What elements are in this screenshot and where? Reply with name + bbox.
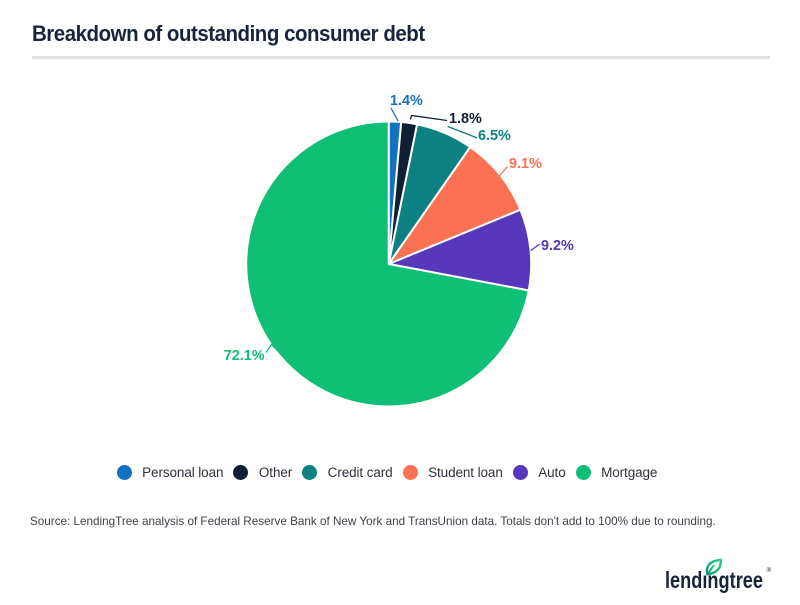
legend-label: Credit card	[327, 465, 393, 480]
legend-dot-icon	[512, 465, 528, 480]
callout-leader-student-loan	[496, 166, 508, 179]
legend-dot-icon	[302, 465, 318, 480]
lendingtree-logo: lendıngtree ®	[663, 552, 775, 594]
legend-label: Other	[258, 465, 293, 480]
page-title: Breakdown of outstanding consumer debt	[32, 21, 425, 46]
legend-label: Auto	[538, 465, 566, 480]
legend-dot-icon	[116, 465, 132, 480]
title-divider	[32, 55, 770, 59]
callout-label-other: 1.8%	[449, 111, 482, 127]
callout-label-auto: 9.2%	[541, 238, 574, 254]
leaf-icon	[705, 558, 723, 576]
legend-label: Personal loan	[142, 465, 224, 480]
logo-text: lendıngtree	[665, 567, 763, 593]
legend-label: Student loan	[428, 465, 503, 480]
legend-item-auto[interactable]: Auto	[512, 465, 566, 480]
legend-item-mortgage[interactable]: Mortgage	[575, 465, 658, 480]
callout-label-personal-loan: 1.4%	[390, 93, 423, 109]
chart-legend: Personal loan Other Credit card Student loa…	[0, 465, 787, 480]
callout-leader-auto	[530, 243, 541, 252]
legend-dot-icon	[402, 465, 418, 480]
callout-leader-personal-loan	[390, 107, 399, 122]
callout-label-credit-card: 6.5%	[478, 128, 511, 144]
callout-leader-other	[409, 114, 448, 122]
callout-label-student-loan: 9.1%	[509, 156, 542, 172]
callout-label-mortgage: 72.1%	[224, 348, 265, 364]
callout-leader-mortgage	[265, 343, 281, 354]
legend-dot-icon	[575, 465, 591, 480]
source-note: Source: LendingTree analysis of Federal …	[30, 514, 716, 528]
legend-label: Mortgage	[601, 465, 658, 480]
legend-item-other[interactable]: Other	[233, 465, 292, 480]
legend-item-student-loan[interactable]: Student loan	[402, 465, 503, 480]
legend-dot-icon	[233, 465, 249, 480]
callout-leader-credit-card	[447, 125, 478, 139]
pie-slice-mortgage[interactable]	[245, 120, 530, 408]
registered-mark: ®	[767, 566, 772, 574]
legend-item-credit-card[interactable]: Credit card	[302, 465, 393, 480]
legend-item-personal-loan[interactable]: Personal loan	[116, 465, 224, 480]
